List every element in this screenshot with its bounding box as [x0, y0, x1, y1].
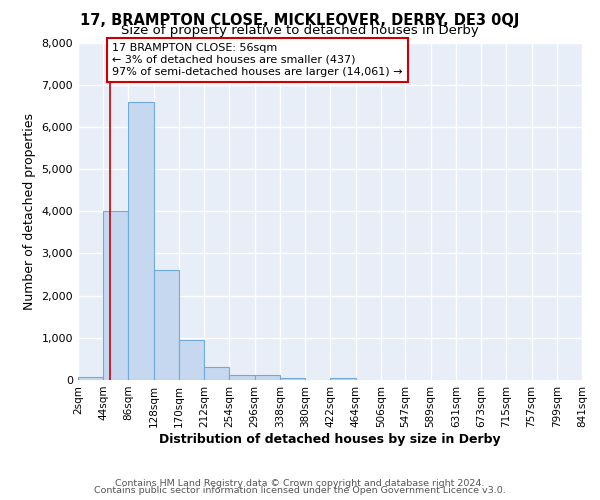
- Bar: [280, 378, 305, 380]
- Bar: [154, 270, 179, 380]
- Bar: [179, 340, 204, 380]
- Bar: [128, 102, 154, 380]
- Text: 17, BRAMPTON CLOSE, MICKLEOVER, DERBY, DE3 0QJ: 17, BRAMPTON CLOSE, MICKLEOVER, DERBY, D…: [80, 12, 520, 28]
- Text: Contains public sector information licensed under the Open Government Licence v3: Contains public sector information licen…: [94, 486, 506, 495]
- Bar: [78, 378, 103, 380]
- Text: Size of property relative to detached houses in Derby: Size of property relative to detached ho…: [121, 24, 479, 37]
- Bar: [204, 366, 229, 380]
- Y-axis label: Number of detached properties: Number of detached properties: [23, 113, 36, 310]
- Bar: [254, 376, 280, 380]
- Bar: [103, 211, 128, 380]
- X-axis label: Distribution of detached houses by size in Derby: Distribution of detached houses by size …: [159, 432, 501, 446]
- Bar: [229, 374, 254, 380]
- Bar: [331, 378, 356, 380]
- Text: Contains HM Land Registry data © Crown copyright and database right 2024.: Contains HM Land Registry data © Crown c…: [115, 478, 485, 488]
- Text: 17 BRAMPTON CLOSE: 56sqm
← 3% of detached houses are smaller (437)
97% of semi-d: 17 BRAMPTON CLOSE: 56sqm ← 3% of detache…: [112, 44, 403, 76]
